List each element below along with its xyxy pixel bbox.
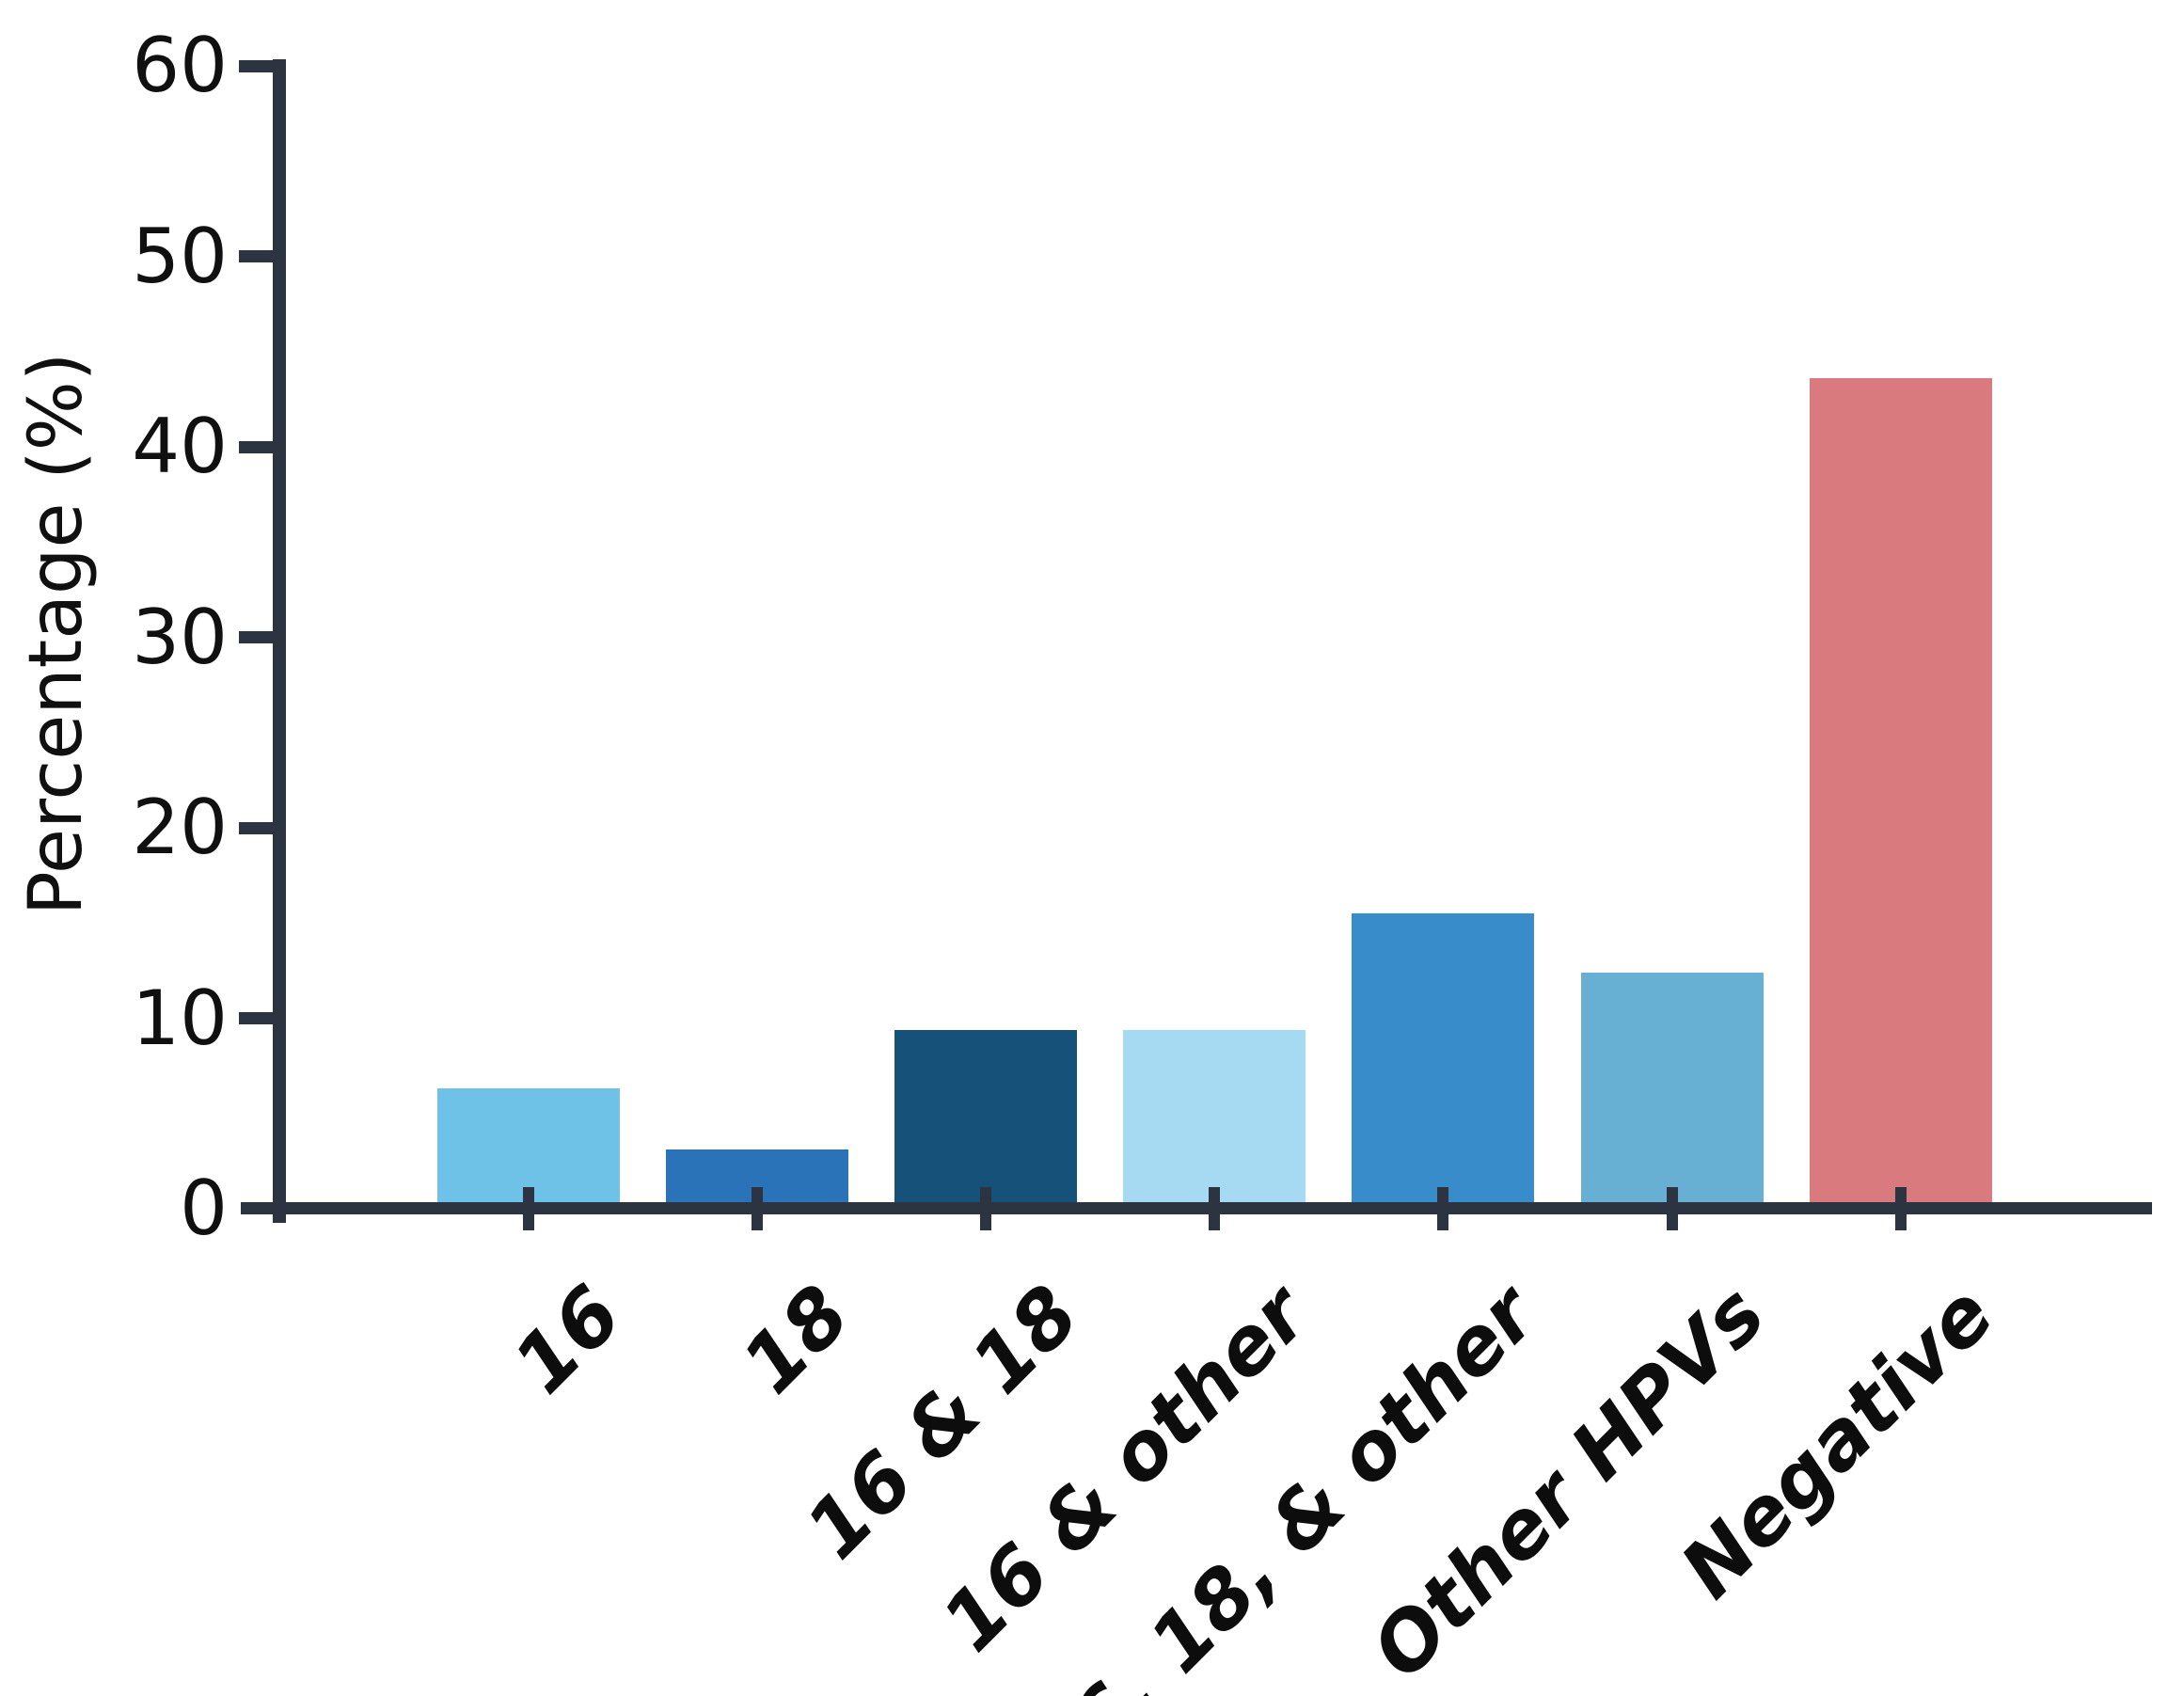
y-axis-spine [273,59,286,1223]
y-tick [239,440,275,453]
y-tick-label: 10 [132,974,228,1062]
x-tick [752,1187,764,1230]
x-tick [1437,1187,1449,1230]
y-tick [239,1012,275,1024]
y-tick [239,59,275,72]
x-tick-label: 18 [724,1267,868,1411]
x-tick [1894,1187,1907,1230]
x-tick [980,1187,992,1230]
y-tick [239,250,275,262]
x-tick [1666,1187,1678,1230]
bar [1123,1029,1306,1209]
bar [894,1029,1078,1209]
y-tick-label: 50 [132,212,228,300]
y-axis-title: Percentage (%) [14,352,99,916]
bar [1352,913,1535,1209]
bar [1809,378,1992,1209]
y-tick-label: 60 [132,22,228,109]
bar [1580,972,1764,1209]
y-tick-label: 30 [132,593,228,681]
y-tick [239,821,275,834]
y-tick [239,631,275,643]
y-tick-label: 0 [180,1165,228,1252]
x-tick-label: Other HPVs [1353,1267,1782,1696]
y-tick-label: 20 [132,784,228,871]
y-tick-label: 40 [132,403,228,490]
x-tick-label: 16 [496,1267,640,1411]
x-tick [523,1187,534,1230]
x-tick [1209,1187,1221,1230]
